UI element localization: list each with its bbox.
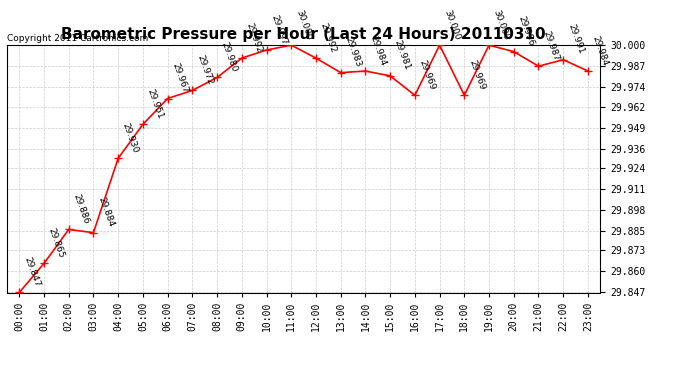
Text: 29.972: 29.972 (195, 54, 215, 86)
Text: 29.987: 29.987 (541, 29, 560, 62)
Text: 29.983: 29.983 (344, 36, 363, 69)
Text: 29.884: 29.884 (96, 196, 115, 228)
Text: 29.980: 29.980 (220, 40, 239, 74)
Text: 29.996: 29.996 (517, 15, 535, 48)
Text: 30.000: 30.000 (294, 8, 313, 41)
Text: 29.969: 29.969 (417, 58, 437, 91)
Text: 29.886: 29.886 (72, 193, 90, 225)
Text: 29.997: 29.997 (269, 13, 288, 46)
Text: 29.984: 29.984 (591, 34, 610, 67)
Text: 29.951: 29.951 (146, 87, 165, 120)
Text: 29.967: 29.967 (170, 62, 190, 94)
Text: 29.991: 29.991 (566, 23, 585, 56)
Text: 29.984: 29.984 (368, 34, 387, 67)
Title: Barometric Pressure per Hour (Last 24 Hours) 20110310: Barometric Pressure per Hour (Last 24 Ho… (61, 27, 546, 42)
Text: 29.865: 29.865 (47, 226, 66, 259)
Text: 29.981: 29.981 (393, 39, 412, 72)
Text: 29.969: 29.969 (467, 58, 486, 91)
Text: Copyright 2011 Cartronics.com: Copyright 2011 Cartronics.com (7, 33, 148, 42)
Text: 30.000: 30.000 (492, 8, 511, 41)
Text: 30.000: 30.000 (442, 8, 462, 41)
Text: 29.847: 29.847 (22, 256, 41, 288)
Text: 29.930: 29.930 (121, 122, 140, 154)
Text: 29.992: 29.992 (244, 21, 264, 54)
Text: 29.992: 29.992 (319, 21, 338, 54)
